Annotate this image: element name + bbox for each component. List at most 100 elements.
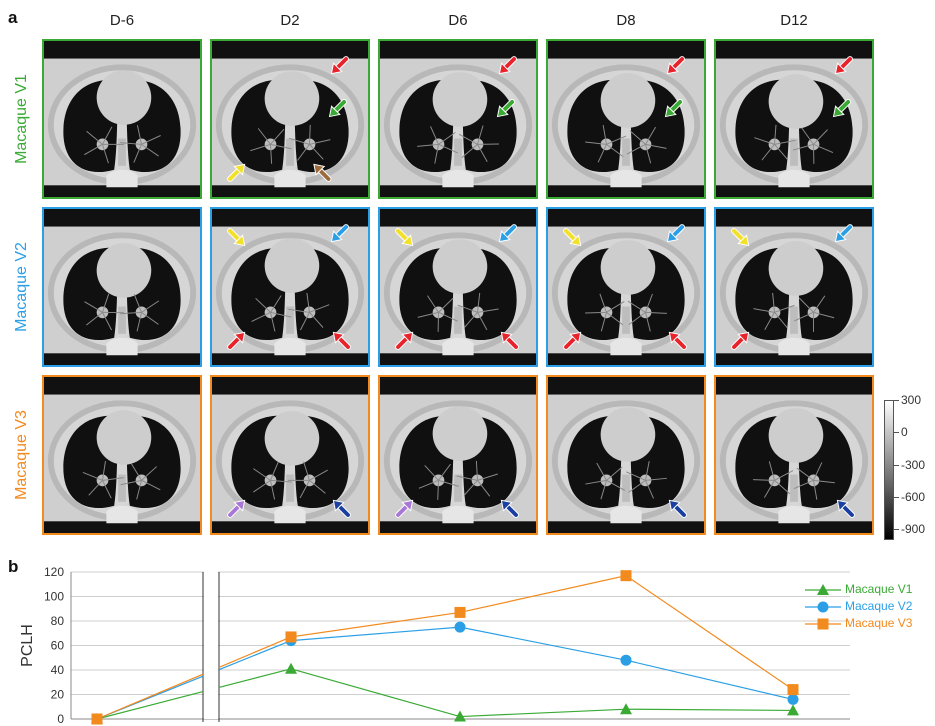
colorbar-tick-label: 300 — [901, 393, 922, 407]
ct-image — [44, 41, 200, 197]
ct-tile — [42, 375, 202, 535]
series-macaque-v3 — [91, 570, 799, 725]
ct-image — [716, 209, 872, 365]
y-tick-label: 60 — [51, 639, 65, 653]
legend-marker-icon — [805, 618, 841, 630]
data-point — [91, 713, 103, 725]
data-point — [285, 631, 297, 643]
ct-tile — [210, 207, 370, 367]
data-point — [817, 618, 829, 630]
row-label-text: Macaque V2 — [13, 242, 30, 332]
annotation-arrow-icon — [836, 499, 855, 518]
series-line — [290, 668, 794, 718]
annotation-arrow-icon — [498, 56, 517, 75]
row-label-2: Macaque V2 — [2, 207, 42, 367]
y-tick-label: 20 — [51, 688, 65, 702]
ct-tile — [210, 375, 370, 535]
annotation-arrow-icon — [395, 228, 414, 247]
ct-tile — [42, 207, 202, 367]
annotation-arrow-icon — [496, 99, 516, 118]
colorbar-tick-label: -600 — [901, 489, 926, 504]
ct-image — [44, 377, 200, 533]
row-label-1: Macaque V1 — [2, 39, 42, 199]
annotation-arrow-icon — [668, 499, 687, 518]
ct-tile — [210, 39, 370, 199]
panel-a-label: a — [8, 8, 18, 27]
data-point — [454, 621, 466, 633]
ct-tile — [546, 39, 706, 199]
data-point — [787, 704, 799, 716]
annotation-arrow-icon — [227, 228, 246, 247]
annotation-arrow-icon — [328, 99, 348, 118]
panel-b-label: b — [8, 557, 19, 576]
annotation-arrow-icon — [834, 224, 853, 243]
ct-image — [716, 377, 872, 533]
data-point — [285, 662, 297, 674]
y-tick-label: 120 — [44, 565, 64, 579]
legend-label: Macaque V2 — [845, 599, 913, 613]
colorbar-tick — [894, 496, 899, 498]
y-tick-label: 80 — [51, 614, 65, 628]
annotation-arrow-icon — [666, 224, 685, 243]
ct-tile — [378, 375, 538, 535]
series-macaque-v1 — [91, 662, 799, 724]
annotation-arrow-icon — [313, 163, 332, 182]
legend-entry: Macaque V2 — [805, 599, 912, 613]
annotation-arrow-icon — [332, 499, 351, 518]
ct-image — [380, 209, 536, 365]
series-line-segment — [218, 640, 292, 671]
ct-image — [548, 41, 704, 197]
colorbar-tick-label: 0 — [901, 425, 908, 440]
annotation-arrow-icon — [395, 331, 414, 350]
ct-tile — [546, 375, 706, 535]
ct-image — [548, 209, 704, 365]
colorbar-tick — [894, 464, 899, 466]
column-header-d12: D12 — [780, 12, 808, 29]
pclh-line-chart: 0 20 40 60 80 100 120 PCLH — [19, 565, 850, 726]
row-label-text: Macaque V3 — [13, 410, 30, 500]
annotation-arrow-icon — [227, 163, 246, 182]
column-header-d6: D6 — [448, 12, 468, 29]
annotation-arrow-icon — [832, 99, 852, 118]
ct-image — [212, 209, 368, 365]
annotation-arrow-icon — [332, 331, 351, 350]
hu-colorbar — [884, 400, 894, 540]
series-line-segment — [96, 690, 204, 720]
data-point — [620, 654, 632, 666]
column-header-d8: D8 — [616, 12, 636, 29]
annotation-arrow-icon — [666, 56, 685, 75]
axis-break — [204, 570, 218, 719]
data-point — [787, 693, 799, 705]
row-label-3: Macaque V3 — [2, 375, 42, 535]
series-line — [290, 626, 794, 700]
ct-image — [44, 209, 200, 365]
legend-marker-icon — [805, 583, 841, 595]
ct-tile — [714, 375, 874, 535]
ct-tile — [42, 39, 202, 199]
annotation-arrow-icon — [500, 499, 519, 518]
ct-image — [716, 41, 872, 197]
colorbar-tick-label: -900 — [901, 522, 926, 537]
data-point — [620, 570, 632, 582]
annotation-arrow-icon — [330, 56, 349, 75]
annotation-arrow-icon — [330, 224, 349, 243]
annotation-arrow-icon — [395, 499, 414, 518]
annotation-arrow-icon — [664, 99, 684, 118]
colorbar-tick — [894, 529, 899, 531]
colorbar-tick-label: -300 — [901, 457, 926, 472]
annotation-arrow-icon — [731, 228, 750, 247]
data-point — [817, 601, 829, 613]
ct-tile — [714, 39, 874, 199]
chart-gridlines — [71, 571, 850, 695]
data-point — [817, 583, 829, 595]
y-axis-label: PCLH — [19, 624, 36, 667]
data-point — [454, 710, 466, 722]
annotation-arrow-icon — [500, 331, 519, 350]
series-line-segment — [218, 636, 292, 668]
annotation-arrow-icon — [563, 228, 582, 247]
annotation-arrow-icon — [731, 331, 750, 350]
colorbar-tick — [894, 432, 899, 434]
column-header-d-6: D-6 — [109, 12, 135, 29]
colorbar-tick — [894, 400, 899, 401]
row-label-text: Macaque V1 — [13, 74, 30, 164]
